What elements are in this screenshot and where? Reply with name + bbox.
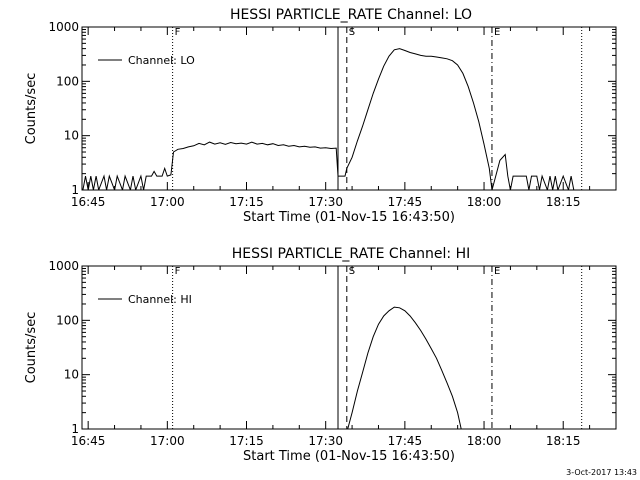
x-tick-label: 17:15	[229, 434, 264, 448]
legend-entry: Channel: LO	[128, 54, 195, 67]
flag-label: S	[349, 27, 355, 38]
x-tick-label: 17:15	[229, 195, 264, 209]
flag-label: F	[175, 266, 181, 277]
x-axis-label: Start Time (01-Nov-15 16:43:50)	[243, 210, 455, 225]
y-tick-label: 100	[56, 313, 79, 327]
y-tick-label: 1	[71, 183, 79, 197]
flag-label: E	[494, 27, 500, 38]
x-tick-label: 16:45	[71, 195, 106, 209]
plot-frame	[81, 265, 617, 430]
x-tick-label: 17:45	[388, 195, 423, 209]
x-tick-label: 18:00	[467, 434, 502, 448]
x-tick-label: 18:15	[546, 195, 581, 209]
flag-label: E	[494, 266, 500, 277]
y-tick-label: 1000	[48, 259, 79, 273]
timestamp-label: 3-Oct-2017 13:43	[566, 468, 637, 477]
x-tick-label: 18:00	[467, 195, 502, 209]
x-axis-label: Start Time (01-Nov-15 16:43:50)	[243, 449, 455, 464]
x-tick-label: 18:15	[546, 434, 581, 448]
flag-label: F	[175, 27, 181, 38]
flag-label: S	[349, 266, 355, 277]
chart-panel-hi: HESSI PARTICLE_RATE Channel: HI 1 10 100 100…	[24, 246, 617, 464]
y-tick-label: 100	[56, 74, 79, 88]
x-tick-label: 17:30	[308, 195, 343, 209]
chart-title: HESSI PARTICLE_RATE Channel: LO	[230, 7, 472, 23]
series-line-0	[82, 48, 580, 190]
y-tick-label: 10	[64, 368, 79, 382]
x-tick-label: 17:00	[150, 434, 185, 448]
x-tick-label: 17:45	[388, 434, 423, 448]
y-tick-label: 10	[64, 129, 79, 143]
plot-frame	[81, 26, 617, 191]
y-axis-label: Counts/sec	[24, 312, 39, 384]
x-tick-label: 17:00	[150, 195, 185, 209]
chart-panel-lo: HESSI PARTICLE_RATE Channel: LO 1 10 100 100…	[24, 7, 617, 225]
series-line-0	[347, 306, 462, 429]
y-tick-label: 1	[71, 422, 79, 436]
x-tick-label: 17:30	[308, 434, 343, 448]
legend-entry: Channel: HI	[128, 293, 192, 306]
chart-title: HESSI PARTICLE_RATE Channel: HI	[232, 246, 470, 262]
y-tick-label: 1000	[48, 20, 79, 34]
y-axis-label: Counts/sec	[24, 73, 39, 145]
x-tick-label: 16:45	[71, 434, 106, 448]
